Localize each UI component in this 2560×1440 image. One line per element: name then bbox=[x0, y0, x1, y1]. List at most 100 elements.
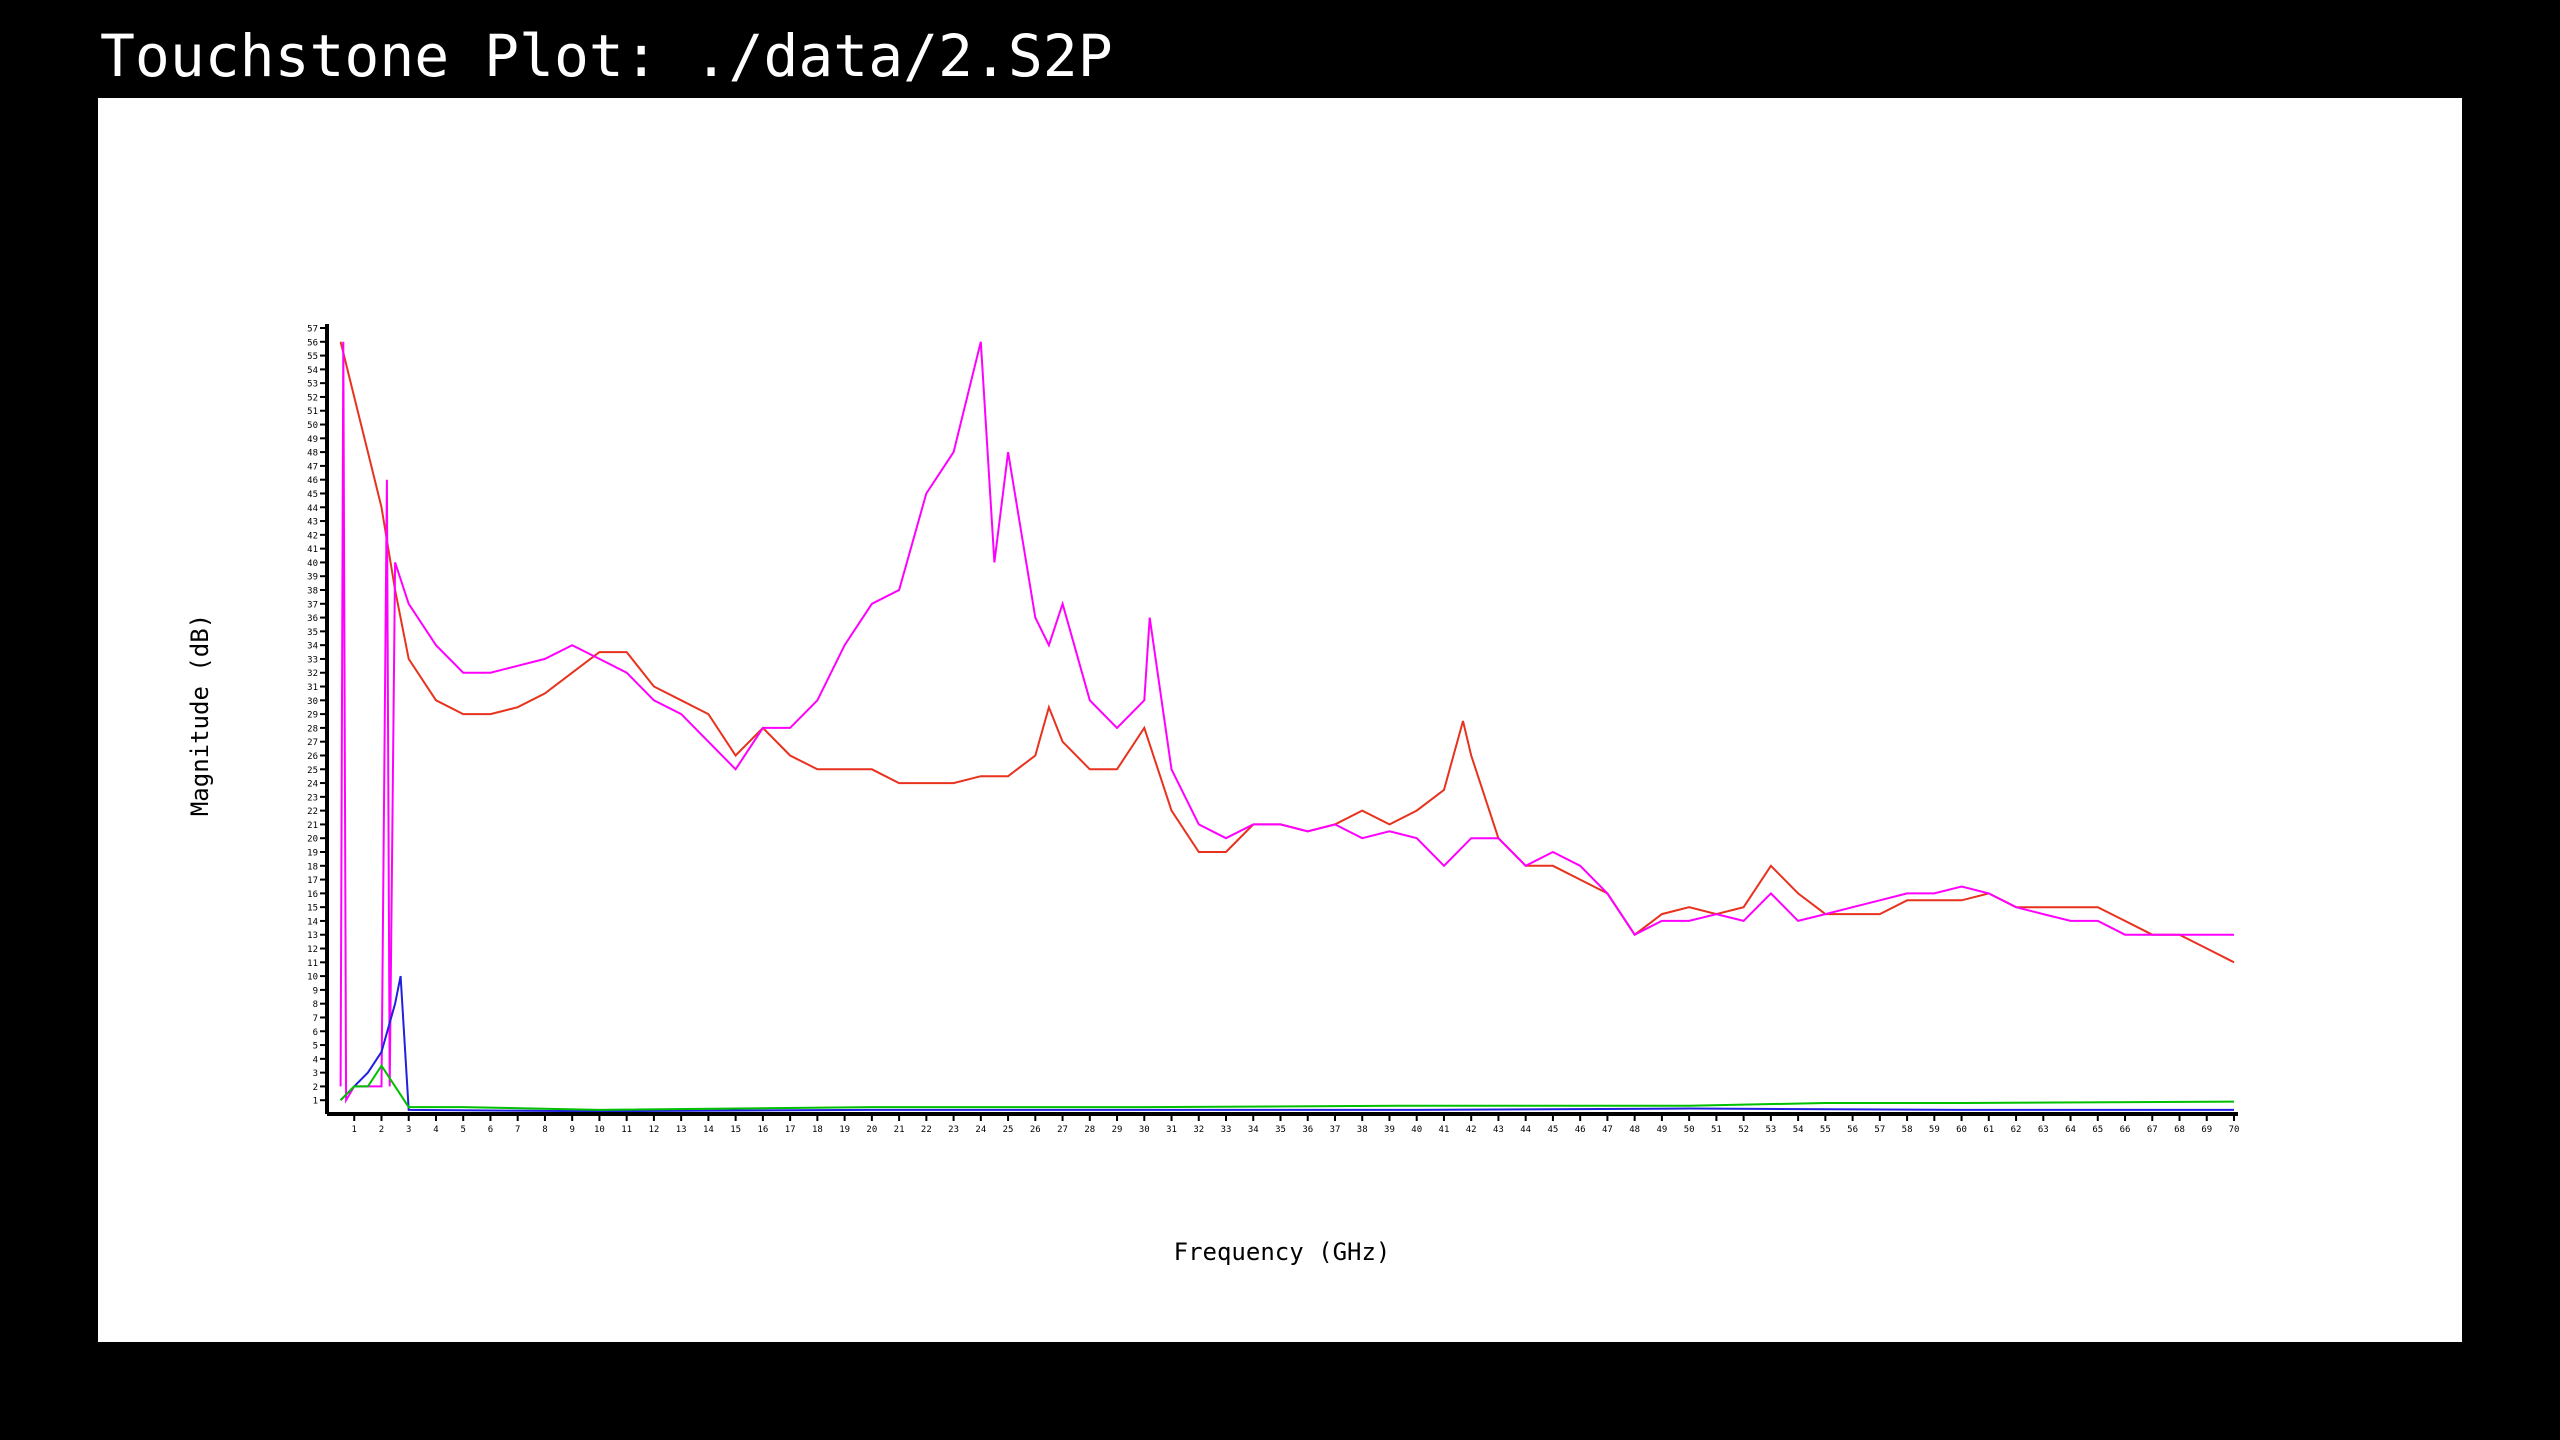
x-tick-label: 14 bbox=[703, 1125, 714, 1135]
x-tick-label: 22 bbox=[921, 1125, 932, 1135]
x-tick-label: 32 bbox=[1193, 1125, 1204, 1135]
x-tick-label: 10 bbox=[594, 1125, 605, 1135]
y-tick-label: 38 bbox=[307, 587, 318, 597]
x-tick-label: 26 bbox=[1030, 1125, 1041, 1135]
chart: Frequency (GHz) Magnitude (dB) 123456789… bbox=[98, 98, 2462, 1342]
y-tick-label: 28 bbox=[307, 724, 318, 734]
y-tick-label: 21 bbox=[307, 821, 318, 831]
x-tick-label: 49 bbox=[1656, 1125, 1667, 1135]
x-tick-label: 9 bbox=[569, 1125, 574, 1135]
x-tick-label: 65 bbox=[2092, 1125, 2103, 1135]
x-tick-label: 28 bbox=[1084, 1125, 1095, 1135]
y-axis-label: Magnitude (dB) bbox=[186, 614, 214, 816]
x-tick-label: 44 bbox=[1520, 1125, 1531, 1135]
y-tick-label: 56 bbox=[307, 338, 318, 348]
x-tick-label: 35 bbox=[1275, 1125, 1286, 1135]
y-tick-label: 10 bbox=[307, 973, 318, 983]
y-tick-label: 41 bbox=[307, 545, 318, 555]
x-tick-label: 34 bbox=[1248, 1125, 1259, 1135]
y-tick-label: 29 bbox=[307, 711, 318, 721]
x-tick-label: 8 bbox=[542, 1125, 547, 1135]
y-tick-label: 42 bbox=[307, 531, 318, 541]
x-tick-label: 55 bbox=[1820, 1125, 1831, 1135]
y-tick-label: 34 bbox=[307, 642, 318, 652]
y-tick-label: 53 bbox=[307, 380, 318, 390]
y-tick-label: 30 bbox=[307, 697, 318, 707]
x-tick-label: 61 bbox=[1983, 1125, 1994, 1135]
x-tick-label: 12 bbox=[648, 1125, 659, 1135]
x-tick-label: 4 bbox=[433, 1125, 438, 1135]
y-tick-label: 40 bbox=[307, 559, 318, 569]
x-tick-label: 24 bbox=[975, 1125, 986, 1135]
x-tick-label: 15 bbox=[730, 1125, 741, 1135]
x-tick-label: 2 bbox=[379, 1125, 384, 1135]
x-tick-label: 17 bbox=[785, 1125, 796, 1135]
x-tick-label: 13 bbox=[676, 1125, 687, 1135]
y-tick-label: 46 bbox=[307, 476, 318, 486]
page-title: Touchstone Plot: ./data/2.S2P bbox=[100, 22, 1113, 90]
x-tick-label: 53 bbox=[1765, 1125, 1776, 1135]
y-tick-label: 33 bbox=[307, 655, 318, 665]
x-tick-label: 46 bbox=[1575, 1125, 1586, 1135]
x-tick-label: 18 bbox=[812, 1125, 823, 1135]
x-tick-label: 50 bbox=[1684, 1125, 1695, 1135]
y-tick-label: 44 bbox=[307, 504, 318, 514]
x-tick-label: 62 bbox=[2011, 1125, 2022, 1135]
y-tick-label: 16 bbox=[307, 890, 318, 900]
x-tick-label: 45 bbox=[1548, 1125, 1559, 1135]
y-tick-label: 8 bbox=[313, 1000, 318, 1010]
x-tick-label: 48 bbox=[1629, 1125, 1640, 1135]
y-tick-label: 37 bbox=[307, 600, 318, 610]
y-tick-label: 11 bbox=[307, 959, 318, 969]
x-tick-label: 63 bbox=[2038, 1125, 2049, 1135]
x-tick-label: 11 bbox=[621, 1125, 632, 1135]
y-tick-label: 22 bbox=[307, 807, 318, 817]
y-tick-label: 4 bbox=[313, 1055, 318, 1065]
y-tick-label: 20 bbox=[307, 835, 318, 845]
x-tick-label: 68 bbox=[2174, 1125, 2185, 1135]
x-tick-label: 21 bbox=[894, 1125, 905, 1135]
x-tick-label: 42 bbox=[1466, 1125, 1477, 1135]
y-tick-label: 23 bbox=[307, 793, 318, 803]
x-tick-label: 31 bbox=[1166, 1125, 1177, 1135]
plot-panel bbox=[98, 98, 2462, 1342]
x-tick-label: 66 bbox=[2120, 1125, 2131, 1135]
y-tick-label: 5 bbox=[313, 1042, 318, 1052]
x-tick-label: 67 bbox=[2147, 1125, 2158, 1135]
x-tick-label: 19 bbox=[839, 1125, 850, 1135]
y-tick-label: 26 bbox=[307, 752, 318, 762]
data-line bbox=[339, 1063, 2235, 1111]
x-tick-label: 54 bbox=[1793, 1125, 1804, 1135]
x-tick-label: 58 bbox=[1902, 1125, 1913, 1135]
y-tick-label: 27 bbox=[307, 738, 318, 748]
x-tick-label: 5 bbox=[461, 1125, 466, 1135]
x-tick-label: 43 bbox=[1493, 1125, 1504, 1135]
y-tick-label: 49 bbox=[307, 435, 318, 445]
x-tick-label: 3 bbox=[406, 1125, 411, 1135]
y-tick-label: 19 bbox=[307, 849, 318, 859]
x-tick-label: 38 bbox=[1357, 1125, 1368, 1135]
x-tick-label: 47 bbox=[1602, 1125, 1613, 1135]
y-tick-label: 43 bbox=[307, 518, 318, 528]
y-tick-label: 57 bbox=[307, 325, 318, 335]
x-tick-label: 60 bbox=[1956, 1125, 1967, 1135]
y-tick-label: 32 bbox=[307, 669, 318, 679]
y-tick-label: 18 bbox=[307, 862, 318, 872]
x-tick-label: 51 bbox=[1711, 1125, 1722, 1135]
y-tick-label: 2 bbox=[313, 1083, 318, 1093]
x-tick-label: 7 bbox=[515, 1125, 520, 1135]
y-tick-label: 31 bbox=[307, 683, 318, 693]
y-tick-label: 13 bbox=[307, 931, 318, 941]
y-tick-label: 39 bbox=[307, 573, 318, 583]
x-tick-label: 52 bbox=[1738, 1125, 1749, 1135]
y-tick-label: 50 bbox=[307, 421, 318, 431]
x-tick-label: 40 bbox=[1411, 1125, 1422, 1135]
x-tick-label: 33 bbox=[1221, 1125, 1232, 1135]
y-tick-label: 45 bbox=[307, 490, 318, 500]
y-tick-label: 25 bbox=[307, 766, 318, 776]
y-tick-label: 52 bbox=[307, 393, 318, 403]
y-tick-label: 36 bbox=[307, 614, 318, 624]
x-tick-label: 37 bbox=[1330, 1125, 1341, 1135]
y-tick-label: 35 bbox=[307, 628, 318, 638]
x-tick-label: 64 bbox=[2065, 1125, 2076, 1135]
